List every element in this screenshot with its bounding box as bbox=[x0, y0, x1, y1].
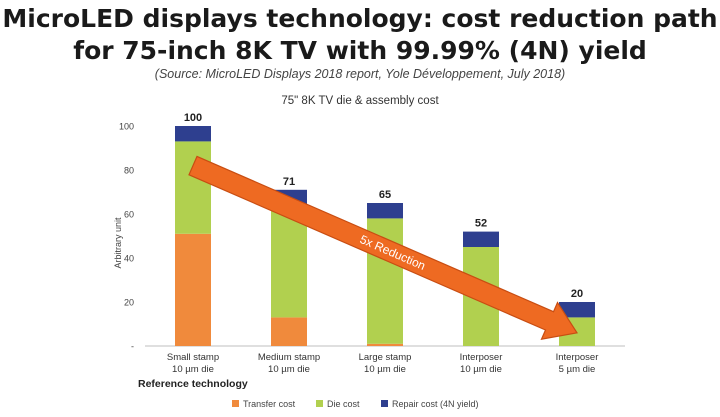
y-tick-label: - bbox=[131, 342, 134, 352]
bar-segment-transfer bbox=[271, 317, 307, 346]
x-tick-label: Large stamp bbox=[359, 352, 412, 363]
chart-title: 75" 8K TV die & assembly cost bbox=[281, 95, 439, 107]
legend-label-transfer: Transfer cost bbox=[243, 399, 296, 409]
y-tick-label: 40 bbox=[124, 254, 134, 264]
x-tick-label: 10 µm die bbox=[172, 364, 214, 375]
legend-swatch-repair bbox=[381, 400, 388, 407]
x-tick-label: Small stamp bbox=[167, 352, 219, 363]
bar-segment-transfer bbox=[175, 233, 211, 346]
x-tick-label: Interposer bbox=[556, 352, 599, 363]
x-axis-label: Reference technology bbox=[138, 378, 248, 390]
x-tick-label: 10 µm die bbox=[364, 364, 406, 375]
legend-swatch-transfer bbox=[232, 400, 239, 407]
y-tick-label: 60 bbox=[124, 210, 134, 220]
x-tick-label: 10 µm die bbox=[268, 364, 310, 375]
y-tick-label: 80 bbox=[124, 166, 134, 176]
page-title-line-2: for 75-inch 8K TV with 99.99% (4N) yield bbox=[73, 36, 647, 65]
bar-segment-transfer bbox=[367, 343, 403, 346]
bar-total-label: 65 bbox=[379, 189, 391, 201]
bar-segment-die bbox=[175, 141, 211, 234]
x-tick-label: Interposer bbox=[460, 352, 503, 363]
bar-segment-repair bbox=[463, 231, 499, 247]
bar-segment-repair bbox=[367, 203, 403, 219]
bar-total-label: 20 bbox=[571, 288, 583, 300]
x-tick-label: 10 µm die bbox=[460, 364, 502, 375]
x-tick-label: Medium stamp bbox=[258, 352, 320, 363]
legend-label-repair: Repair cost (4N yield) bbox=[392, 399, 479, 409]
y-tick-label: 100 bbox=[119, 122, 134, 132]
bar-total-label: 100 bbox=[184, 112, 202, 124]
y-axis-label: Arbitrary unit bbox=[113, 217, 123, 269]
page-title-line-1: MicroLED displays technology: cost reduc… bbox=[2, 4, 718, 33]
source-caption: (Source: MicroLED Displays 2018 report, … bbox=[154, 67, 566, 81]
bar-total-label: 71 bbox=[283, 176, 295, 188]
bar-total-label: 52 bbox=[475, 218, 487, 230]
y-tick-label: 20 bbox=[124, 298, 134, 308]
bar-segment-repair bbox=[175, 126, 211, 142]
legend-label-die: Die cost bbox=[327, 399, 360, 409]
bar-segment-repair bbox=[559, 302, 595, 318]
legend-swatch-die bbox=[316, 400, 323, 407]
x-tick-label: 5 µm die bbox=[559, 364, 596, 375]
reduction-arrow bbox=[188, 155, 578, 340]
